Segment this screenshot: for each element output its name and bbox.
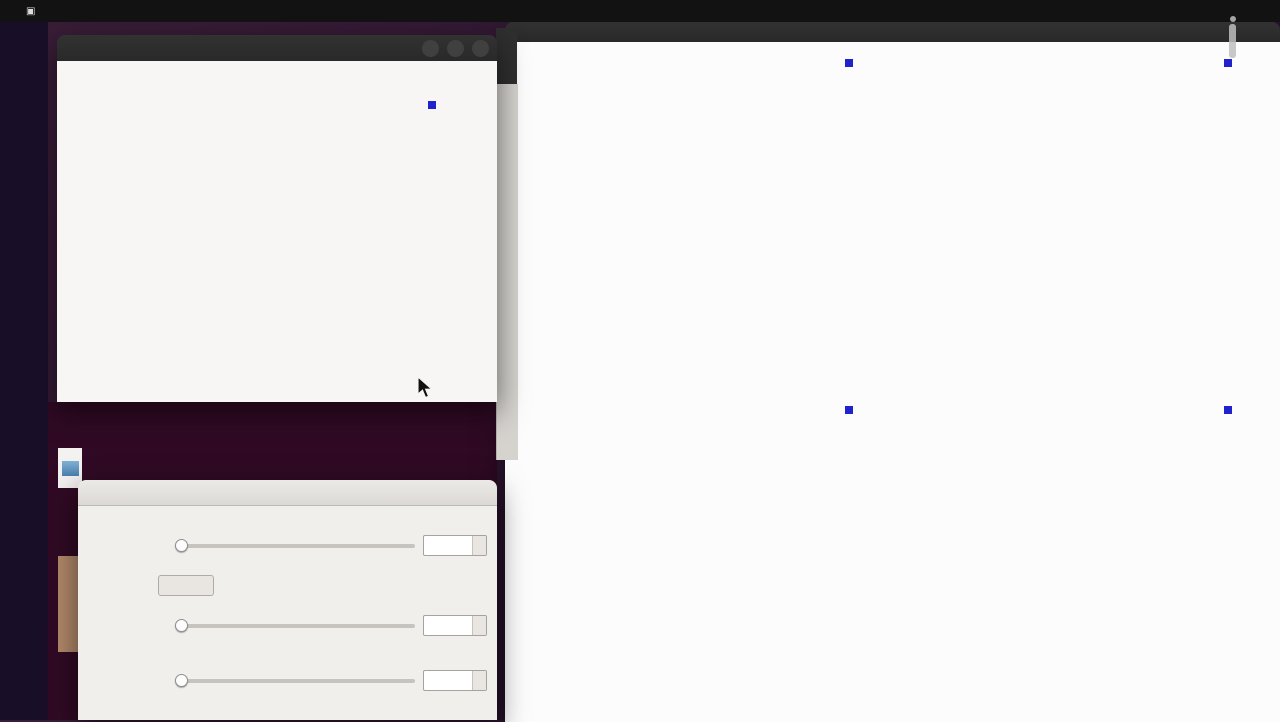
noise-voltage-spinbox[interactable]	[423, 615, 487, 636]
spectrum-plot[interactable]	[530, 60, 838, 364]
slider-handle[interactable]	[175, 539, 188, 552]
slider-track[interactable]	[175, 624, 415, 628]
minimize-button[interactable]	[428, 485, 443, 500]
strip-toolbar	[496, 28, 517, 84]
maximize-button[interactable]	[451, 485, 466, 500]
background-window-fragment	[58, 448, 82, 488]
slider-track[interactable]	[175, 679, 415, 683]
background-window-strip	[496, 28, 518, 460]
slider-track[interactable]	[175, 544, 415, 548]
legend-swatch	[1224, 406, 1232, 414]
correlate-output-plot[interactable]	[914, 401, 1217, 683]
app-window-icon: ▣	[26, 5, 36, 17]
maximize-button[interactable]	[447, 39, 464, 57]
y-axis-label	[519, 401, 533, 683]
window-chan-loopback	[78, 480, 497, 720]
strip-body	[496, 84, 518, 460]
focused-app-menu[interactable]: ▣	[26, 6, 40, 17]
noise-voltage-slider[interactable]	[175, 615, 415, 637]
plot-legend	[1224, 406, 1236, 414]
plot-legend	[1224, 59, 1236, 67]
top-bar: ▣	[0, 0, 1280, 22]
window-pkt-xmt	[57, 35, 497, 402]
frequency-offset-spinbox[interactable]	[423, 670, 487, 691]
minimize-button[interactable]	[422, 39, 439, 57]
window-pkt-rcv	[505, 22, 1280, 722]
pkt-xmt-titlebar[interactable]	[57, 35, 497, 61]
dock	[0, 22, 48, 720]
close-button[interactable]	[474, 485, 489, 500]
legend-swatch	[845, 59, 853, 67]
y-axis-label	[75, 92, 89, 388]
plot-legend	[845, 406, 857, 414]
plot-legend	[845, 59, 857, 67]
chan-loopback-titlebar[interactable]	[78, 480, 497, 506]
transmit-data-plot[interactable]	[92, 92, 438, 388]
legend-swatch	[845, 406, 853, 414]
sample-rate-dropdown[interactable]	[158, 575, 214, 596]
frequency-offset-slider[interactable]	[175, 670, 415, 692]
slider-handle[interactable]	[175, 619, 188, 632]
close-button[interactable]	[472, 39, 489, 57]
constellation-plot[interactable]	[904, 49, 1215, 365]
timing-offset-spinbox[interactable]	[423, 535, 487, 556]
thumbnail-image	[62, 461, 79, 476]
legend-swatch	[1224, 59, 1232, 67]
correlate-input-plot[interactable]	[539, 401, 839, 683]
pkt-rcv-titlebar[interactable]	[505, 22, 1280, 42]
timing-offset-slider[interactable]	[175, 535, 415, 557]
slider-handle[interactable]	[175, 674, 188, 687]
